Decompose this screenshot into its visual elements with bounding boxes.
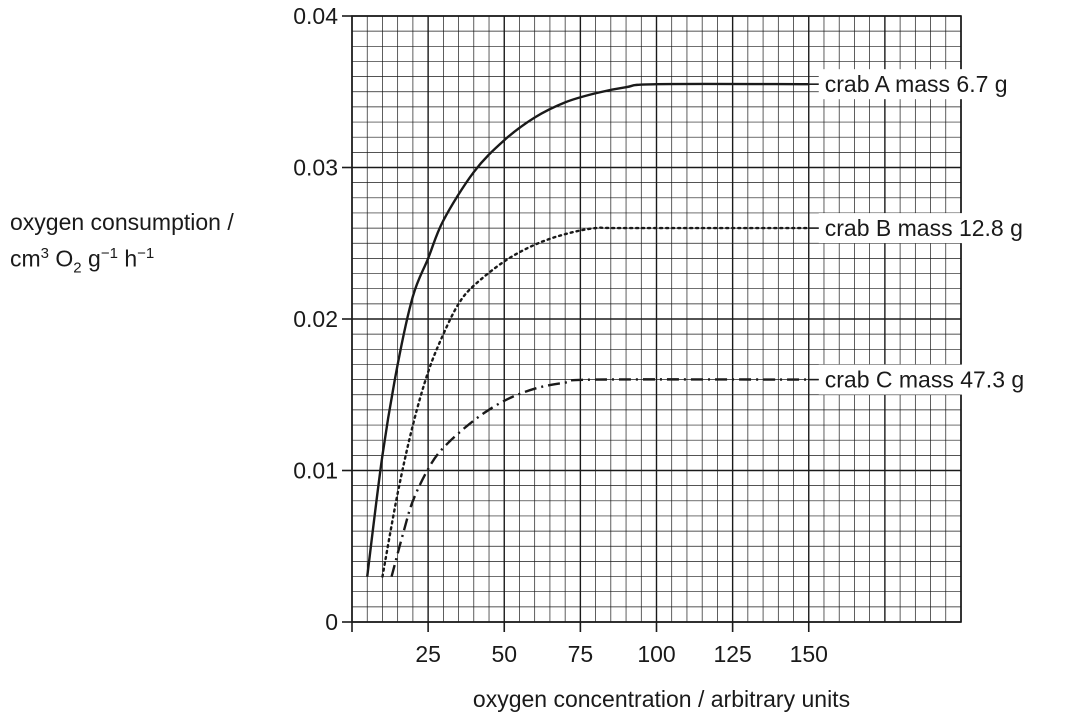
- unit-h: h: [124, 245, 138, 272]
- x-tick-label: 75: [568, 641, 594, 667]
- unit-g: g: [88, 245, 101, 272]
- unit-o-subscript: 2: [73, 259, 82, 277]
- series-line-2: [381, 226, 810, 578]
- series-label-bg: [818, 364, 1031, 395]
- x-tick-label: 100: [637, 641, 675, 667]
- series-label-bg: [818, 69, 1014, 100]
- tick-labels: 0 0.01 0.02 0.03 0.04 25 50 75 100 125 150: [293, 3, 828, 667]
- x-axis-label: oxygen concentration / arbitrary units: [472, 686, 851, 712]
- data-series: [366, 82, 810, 578]
- unit-g-exponent: −1: [100, 245, 118, 262]
- series-label-2: crab B mass 12.8 g: [825, 215, 1023, 241]
- x-tick-label: 150: [790, 641, 828, 667]
- y-axis-unit: cm3 O2 g−1 h−1: [10, 238, 234, 283]
- x-axis-label-wrap: oxygen concentration / arbitrary units: [0, 686, 1075, 713]
- series-label-bg: [818, 213, 1029, 244]
- series-line-1: [366, 82, 809, 577]
- unit-h-exponent: −1: [137, 245, 155, 262]
- y-tick-label: 0.04: [293, 3, 338, 29]
- series-label-1: crab A mass 6.7 g: [825, 71, 1008, 97]
- unit-o: O: [55, 245, 74, 272]
- y-tick-label: 0.01: [293, 458, 338, 484]
- x-tick-label: 25: [415, 641, 441, 667]
- unit-cm: cm: [10, 245, 41, 272]
- x-tick-label: 125: [713, 641, 751, 667]
- y-axis-label-line1: oxygen consumption /: [10, 209, 234, 235]
- x-tick-label: 50: [491, 641, 517, 667]
- series-labels: crab A mass 6.7 g crab B mass 12.8 g crab …: [808, 69, 1031, 395]
- y-tick-label: 0: [325, 609, 338, 635]
- unit-cm-exponent: 3: [40, 245, 50, 262]
- chart-grid: [351, 15, 962, 623]
- series-label-3: crab C mass 47.3 g: [825, 367, 1024, 393]
- y-tick-label: 0.02: [293, 306, 338, 332]
- y-tick-label: 0.03: [293, 155, 338, 181]
- y-axis-label: oxygen consumption / cm3 O2 g−1 h−1: [10, 207, 234, 283]
- series-line-3: [390, 378, 809, 577]
